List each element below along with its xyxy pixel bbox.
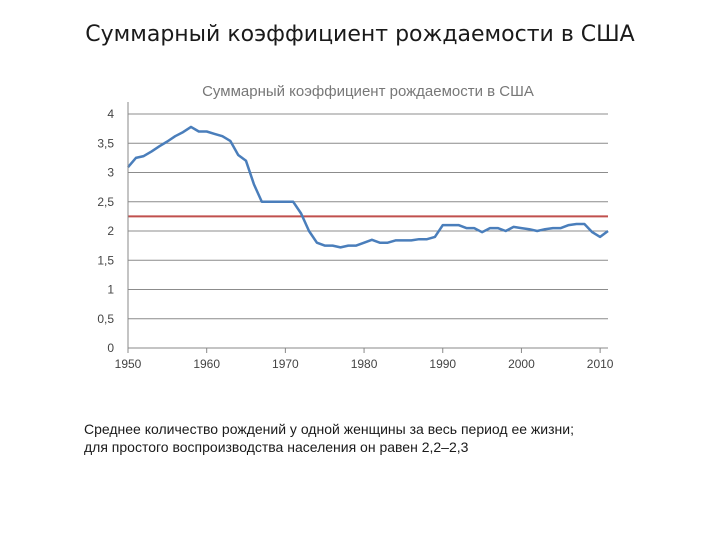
y-tick-label: 2 bbox=[107, 224, 114, 238]
chart-title: Суммарный коэффициент рождаемости в США bbox=[202, 83, 534, 100]
y-tick-label: 0 bbox=[107, 341, 114, 355]
y-tick-label: 1,5 bbox=[97, 253, 114, 267]
gridlines bbox=[128, 113, 608, 320]
series-line-fertility-rate bbox=[127, 125, 609, 249]
series-layer bbox=[127, 125, 609, 249]
y-tick-label: 2,5 bbox=[97, 195, 114, 209]
x-tick-label: 2000 bbox=[508, 357, 535, 371]
y-tick-label: 3 bbox=[107, 166, 114, 180]
y-tick-label: 3,5 bbox=[97, 136, 114, 150]
x-tick-label: 1970 bbox=[272, 357, 299, 371]
x-axis: 1950 1960 1970 1980 1990 2000 2010 bbox=[115, 347, 614, 371]
caption: Среднее количество рождений у одной женщ… bbox=[84, 420, 684, 456]
slide-title: Суммарный коэффициент рождаемости в США bbox=[85, 22, 635, 47]
x-tick-label: 1960 bbox=[193, 357, 220, 371]
x-tick-label: 1950 bbox=[115, 357, 142, 371]
fertility-line-chart: Суммарный коэффициент рождаемости в США … bbox=[97, 83, 614, 371]
chart-frame: Суммарный коэффициент рождаемости в США … bbox=[83, 68, 638, 383]
x-tick-label: 1980 bbox=[351, 357, 378, 371]
y-tick-label: 4 bbox=[107, 107, 114, 121]
y-axis: 0 0,5 1 1,5 2 2,5 3 3,5 4 bbox=[97, 102, 129, 355]
x-tick-label: 2010 bbox=[587, 357, 614, 371]
y-tick-label: 1 bbox=[107, 283, 114, 297]
caption-line-1: Среднее количество рождений у одной женщ… bbox=[84, 421, 574, 437]
caption-line-2: для простого воспроизводства населения о… bbox=[84, 439, 469, 455]
y-tick-label: 0,5 bbox=[97, 312, 114, 326]
x-tick-label: 1990 bbox=[429, 357, 456, 371]
